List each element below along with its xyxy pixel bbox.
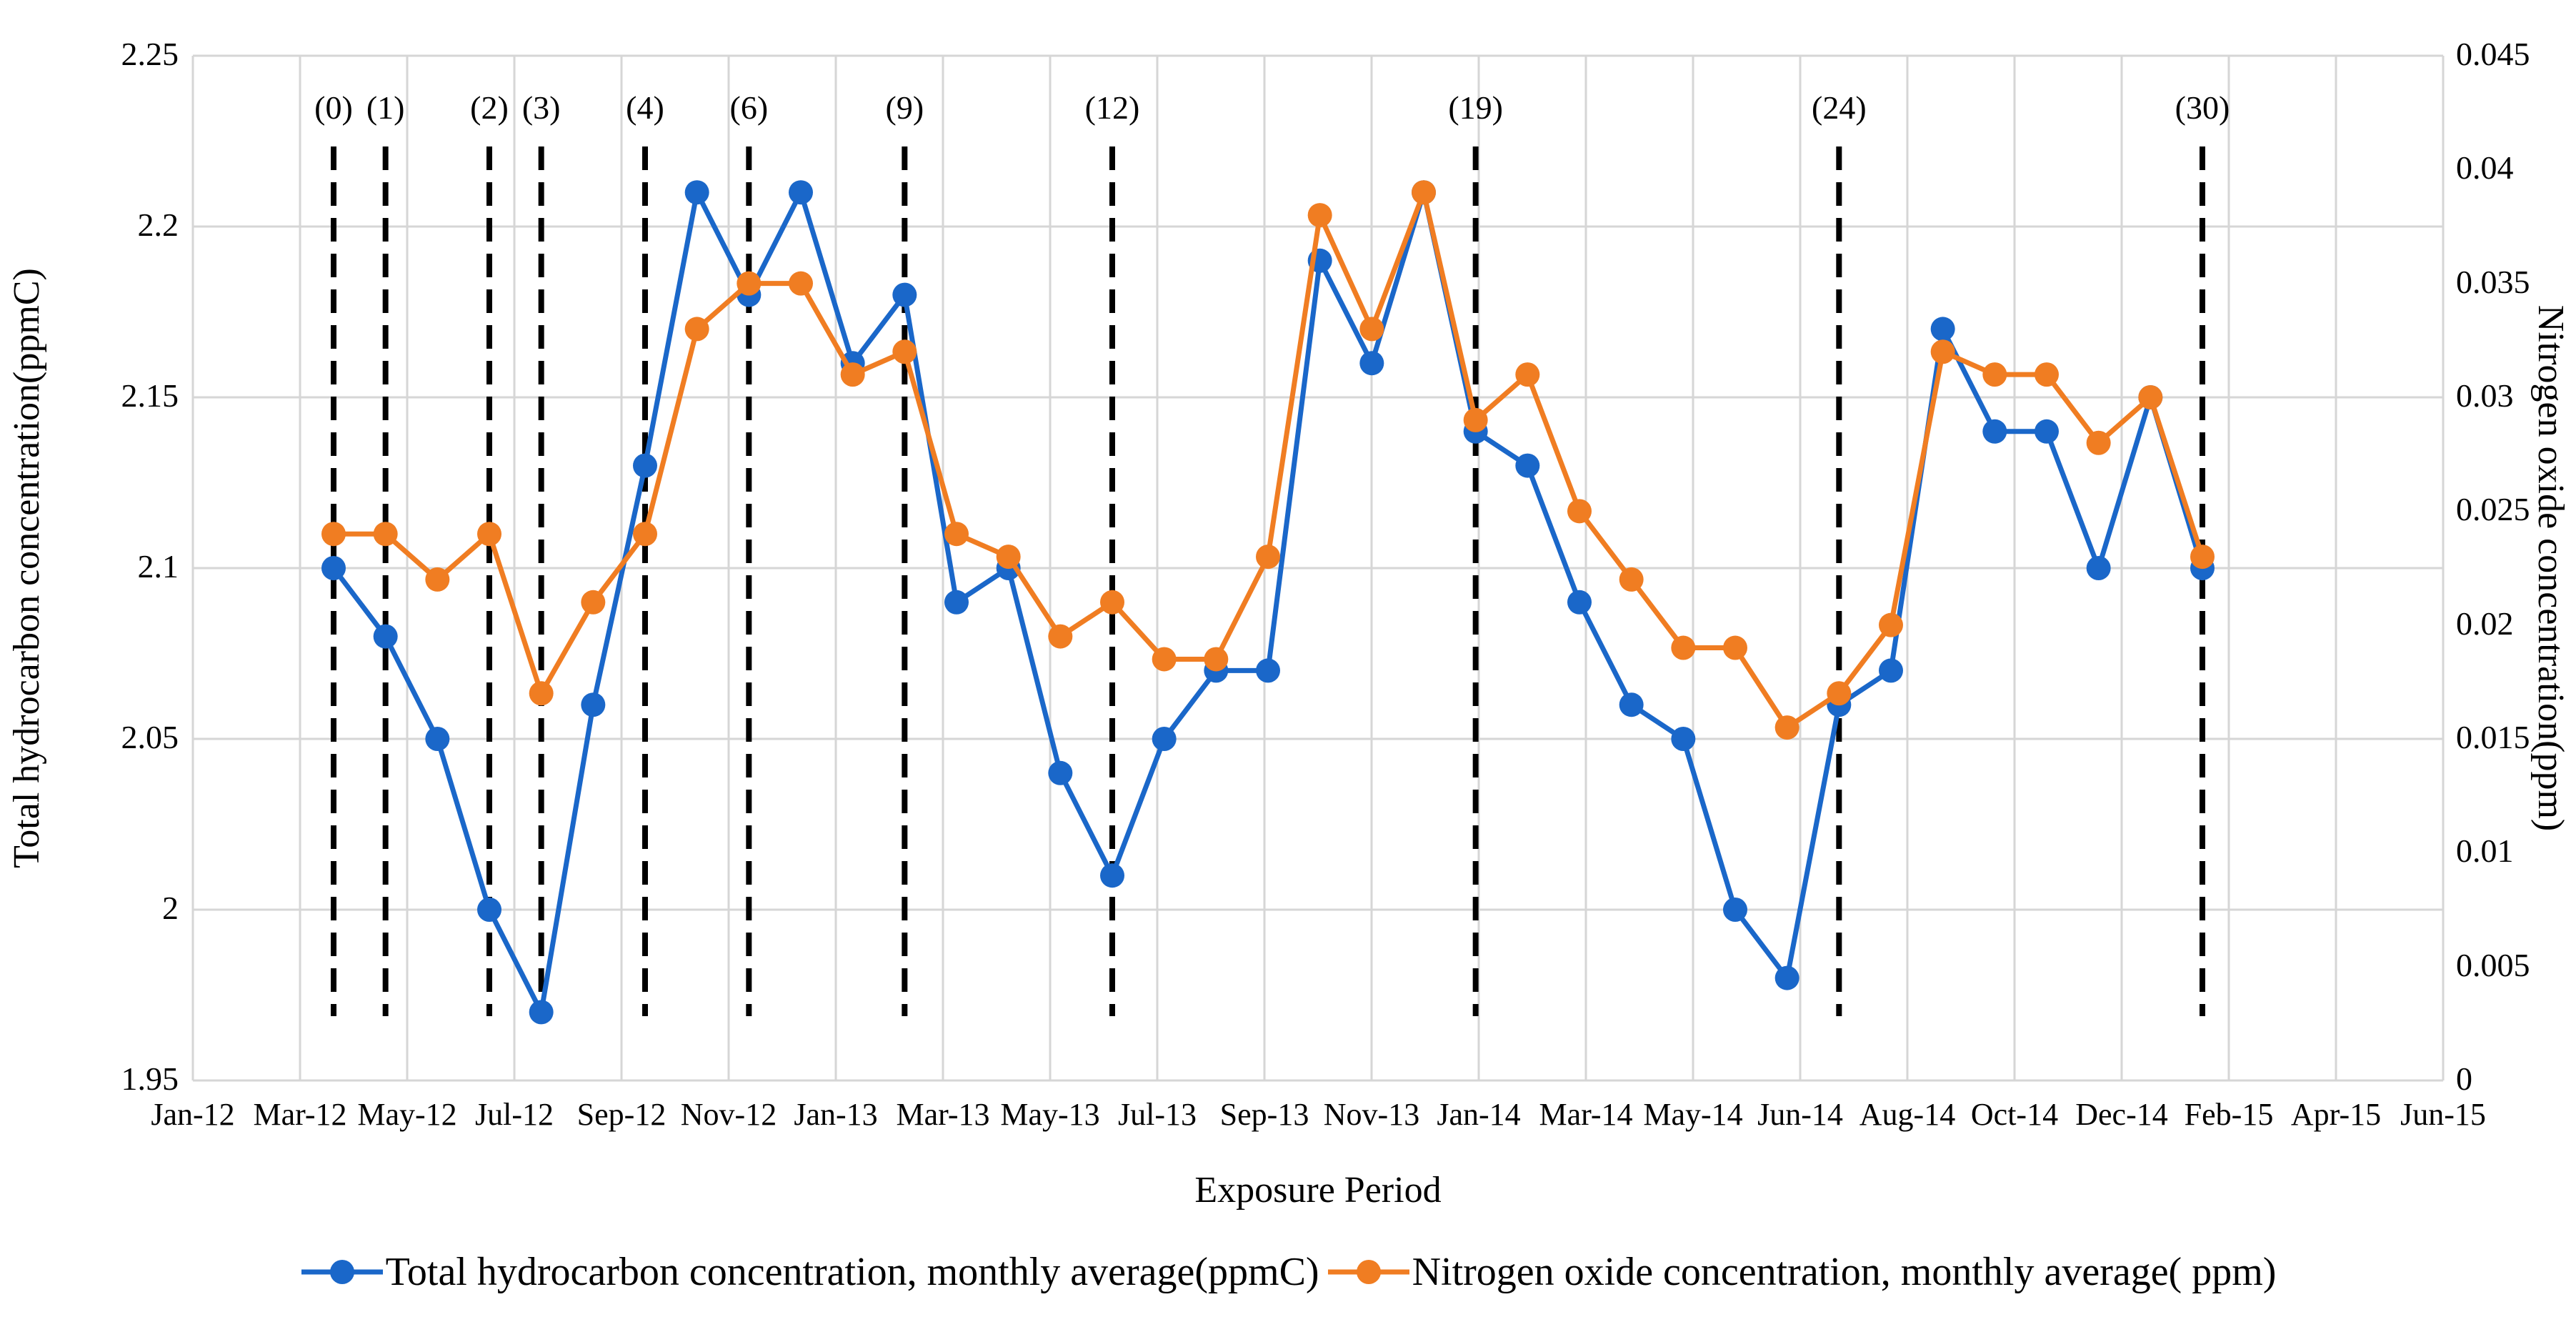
- x-tick-label: Sep-12: [576, 1097, 667, 1132]
- x-tick-label: Jun-15: [2400, 1097, 2486, 1132]
- x-axis-title: Exposure Period: [1194, 1170, 1442, 1211]
- x-tick-label: Apr-15: [2290, 1097, 2382, 1132]
- y-right-tick-label: 0.04: [2456, 149, 2514, 187]
- y-left-tick-label: 2.05: [121, 719, 179, 755]
- y-right-tick-label: 0.045: [2456, 36, 2530, 72]
- y-left-tick-label: 2.15: [121, 377, 179, 414]
- exposure-marker-label: (3): [521, 89, 561, 126]
- legend-label: Nitrogen oxide concentration, monthly av…: [1412, 1250, 2277, 1294]
- exposure-marker-label: (4): [626, 89, 664, 126]
- y-left-tick-label: 1.95: [121, 1060, 179, 1097]
- y-axis-left-title: Total hydrocarbon concentration(ppmC): [6, 268, 47, 868]
- y-left-tick-label: 2.25: [121, 36, 179, 72]
- y-right-tick-label: 0.01: [2456, 833, 2514, 870]
- y-right-tick-label: 0.015: [2456, 719, 2530, 755]
- x-tick-label: Mar-12: [253, 1097, 347, 1132]
- y-left-tick-label: 2.1: [137, 548, 179, 585]
- x-tick-label: May-13: [1000, 1097, 1100, 1132]
- line-marker-icon: [1327, 1260, 1409, 1284]
- x-tick-label: Jul-13: [1118, 1097, 1197, 1132]
- y-left-tick-label: 2: [162, 890, 179, 926]
- y-right-tick-label: 0: [2456, 1060, 2472, 1097]
- y-axis-right-title: Nitrogen oxide concentration(ppm): [2530, 304, 2571, 832]
- x-tick-label: May-12: [357, 1097, 457, 1132]
- exposure-marker-label: (19): [1448, 89, 1503, 126]
- exposure-marker-label: (24): [1812, 89, 1867, 126]
- x-tick-label: Mar-13: [896, 1097, 990, 1132]
- x-tick-label: Nov-12: [680, 1097, 777, 1132]
- x-tick-label: Jan-13: [794, 1097, 878, 1132]
- y-right-tick-label: 0.02: [2456, 605, 2514, 642]
- y-right-tick-label: 0.005: [2456, 946, 2530, 983]
- x-tick-label: Jun-14: [1757, 1097, 1843, 1132]
- y-left-tick-label: 2.2: [137, 207, 179, 243]
- y-right-tick-label: 0.03: [2456, 377, 2514, 414]
- exposure-marker-label: (2): [470, 89, 509, 126]
- x-tick-label: Nov-13: [1323, 1097, 1420, 1132]
- legend-label: Total hydrocarbon concentration, monthly…: [385, 1250, 1319, 1294]
- y-right-tick-label: 0.035: [2456, 263, 2530, 300]
- x-tick-label: Oct-14: [1970, 1097, 2059, 1132]
- x-tick-label: Dec-14: [2075, 1097, 2168, 1132]
- exposure-marker-label: (12): [1084, 89, 1140, 126]
- x-tick-label: Sep-13: [1219, 1097, 1309, 1132]
- x-tick-label: Jul-12: [475, 1097, 554, 1132]
- exposure-marker-label: (0): [314, 89, 353, 126]
- x-tick-label: Aug-14: [1859, 1097, 1956, 1132]
- legend: Total hydrocarbon concentration, monthly…: [0, 1252, 2576, 1292]
- y-right-tick-label: 0.025: [2456, 491, 2530, 528]
- exposure-marker-label: (6): [729, 89, 769, 126]
- legend-item-nox: Nitrogen oxide concentration, monthly av…: [1327, 1250, 2277, 1294]
- x-tick-label: Jan-14: [1437, 1097, 1521, 1132]
- x-tick-label: Jan-12: [151, 1097, 235, 1132]
- x-tick-label: Mar-14: [1539, 1097, 1633, 1132]
- x-tick-label: Feb-15: [2184, 1097, 2274, 1132]
- legend-item-thc: Total hydrocarbon concentration, monthly…: [300, 1252, 1319, 1292]
- exposure-marker-label: (9): [885, 89, 924, 126]
- line-marker-icon: [301, 1260, 383, 1284]
- exposure-marker-label: (30): [2175, 89, 2230, 126]
- exposure-marker-label: (1): [366, 89, 405, 126]
- x-tick-label: May-14: [1643, 1097, 1743, 1132]
